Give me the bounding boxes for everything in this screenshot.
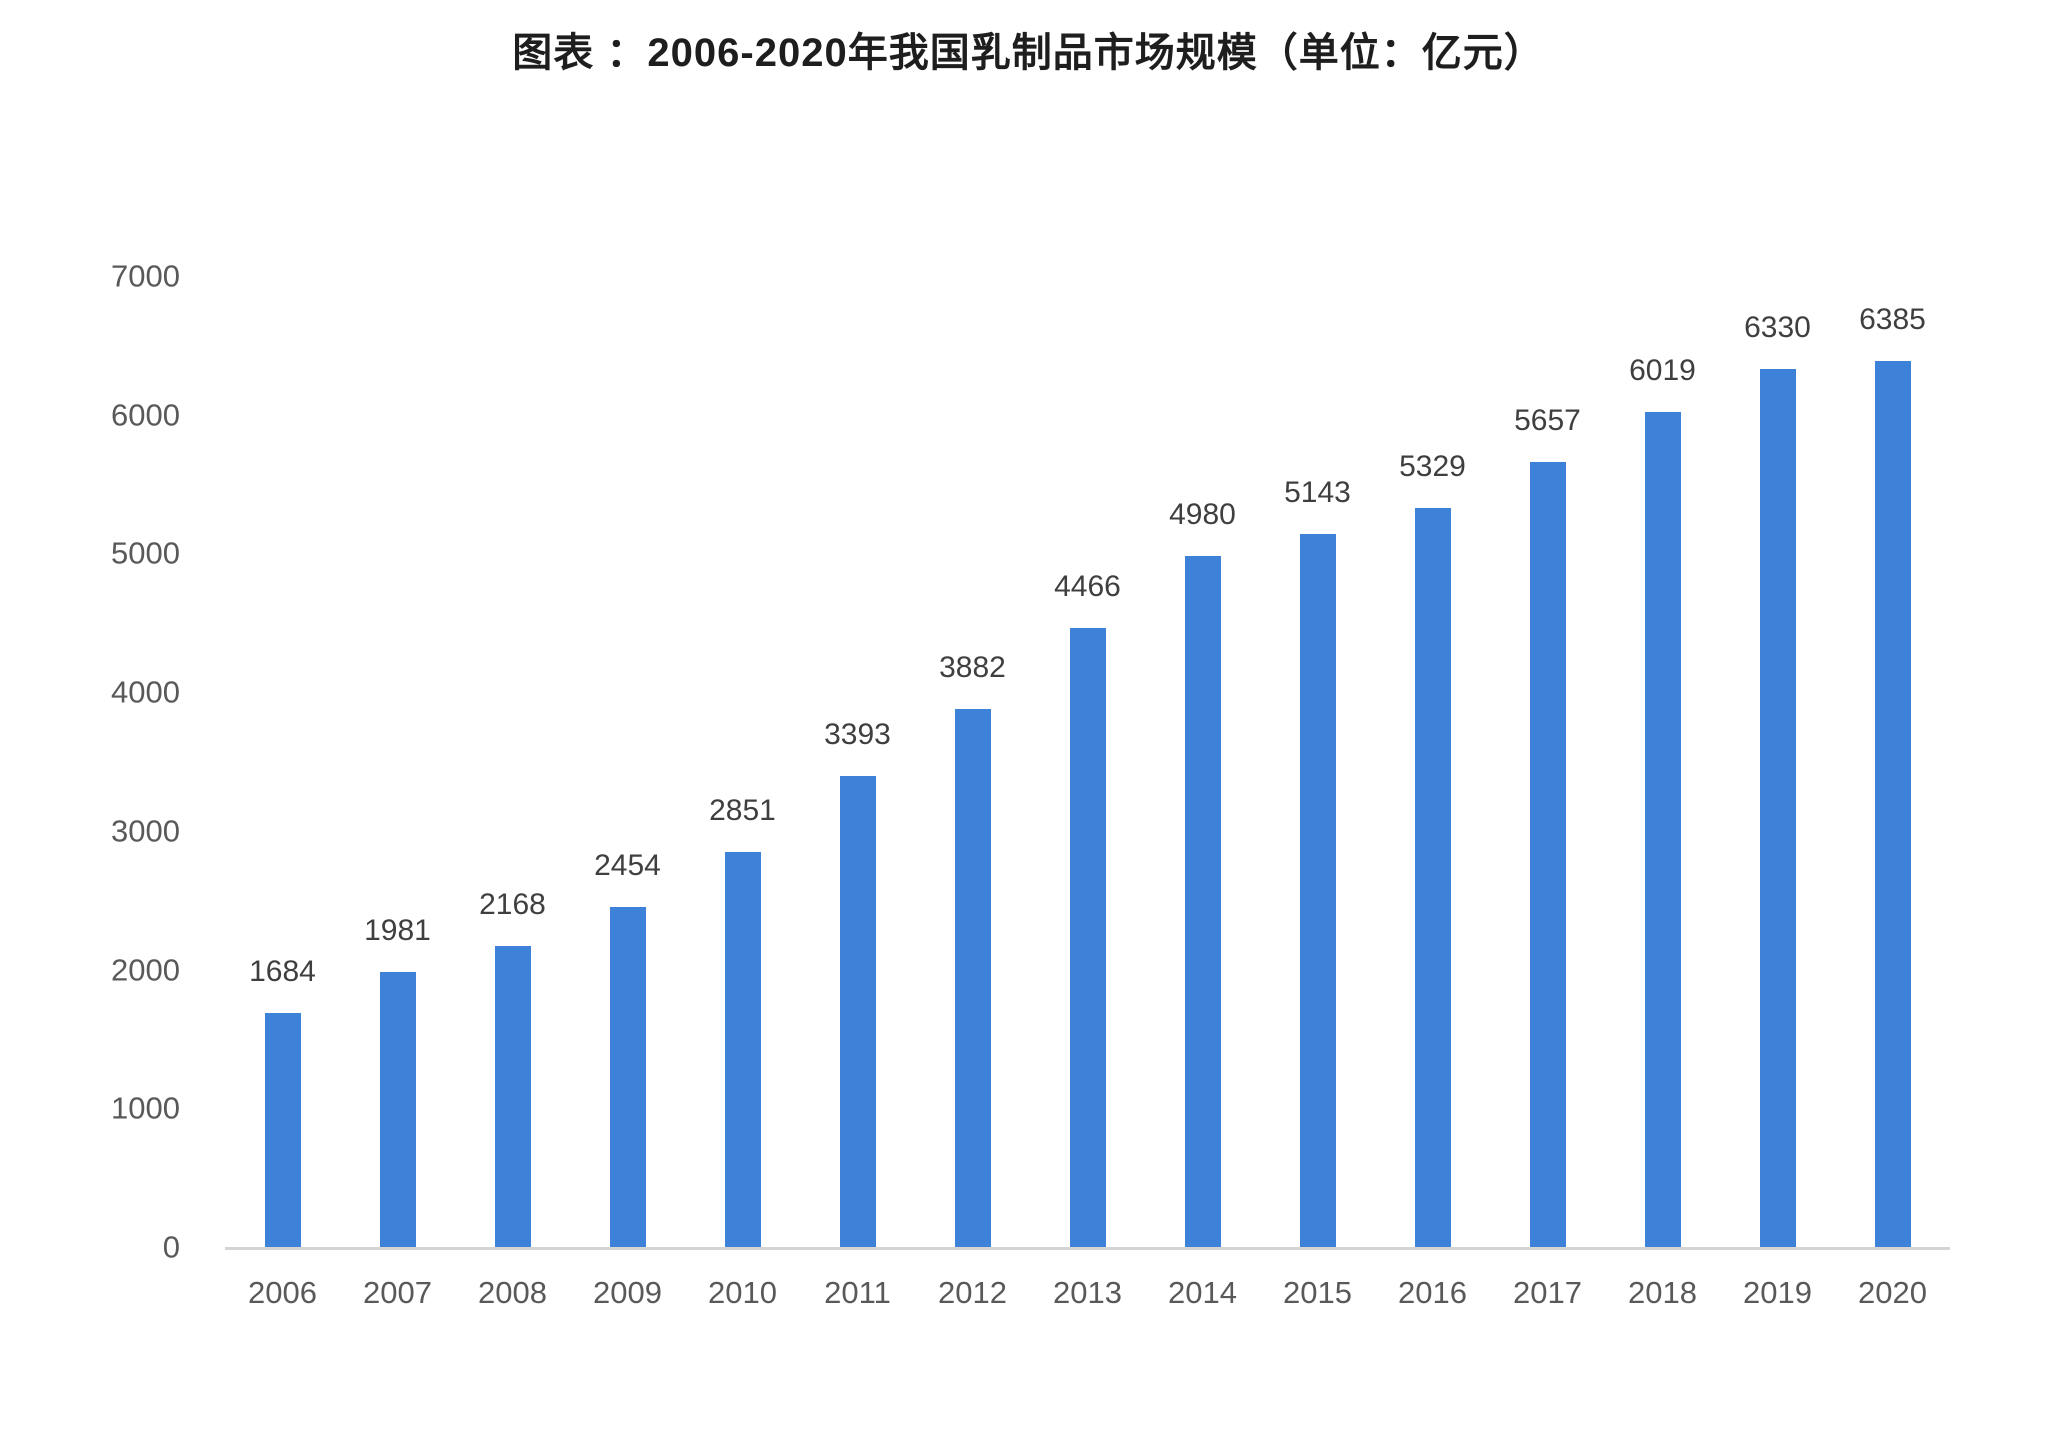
bar-value-label: 3393: [824, 718, 891, 751]
y-axis-tick-label: 4000: [111, 674, 180, 710]
bar-slot: 2454: [570, 276, 685, 1247]
bar-slot: 6019: [1605, 276, 1720, 1247]
x-axis: 2006 2007 2008 2009 2010 2011 2012 2013 …: [225, 1277, 1950, 1308]
bar-2016: [1414, 508, 1451, 1247]
bar-value-label: 4466: [1054, 570, 1121, 603]
bar-value-label: 2168: [479, 888, 546, 921]
bar-slot: 2851: [685, 276, 800, 1247]
bar-value-label: 5143: [1284, 476, 1351, 509]
x-axis-tick-label: 2010: [708, 1275, 777, 1310]
bar-slot: 5329: [1375, 276, 1490, 1247]
x-axis-tick-label: 2017: [1513, 1275, 1582, 1310]
bar-slot: 5657: [1490, 276, 1605, 1247]
bar-2007: [379, 972, 416, 1247]
bar-value-label: 3882: [939, 651, 1006, 684]
bar-value-label: 5329: [1399, 450, 1466, 483]
bar-slot: 1684: [225, 276, 340, 1247]
bar-2013: [1069, 628, 1106, 1247]
y-axis-tick-label: 3000: [111, 813, 180, 849]
x-axis-tick-label: 2009: [593, 1275, 662, 1310]
y-axis-tick-label: 0: [162, 1229, 180, 1265]
bar-slot: 4980: [1145, 276, 1260, 1247]
bar-2011: [839, 776, 876, 1247]
bar-value-label: 2454: [594, 849, 661, 882]
bar-value-label: 6019: [1629, 354, 1696, 387]
bar-slot: 6330: [1720, 276, 1835, 1247]
y-axis-tick-label: 6000: [111, 397, 180, 433]
bar-2018: [1644, 412, 1681, 1247]
bar-slot: 2168: [455, 276, 570, 1247]
x-axis-tick-label: 2013: [1053, 1275, 1122, 1310]
bar-slot: 3882: [915, 276, 1030, 1247]
bar-2017: [1529, 462, 1566, 1247]
bar-value-label: 6330: [1744, 311, 1811, 344]
bar-value-label: 1981: [364, 914, 431, 947]
y-axis-tick-label: 1000: [111, 1090, 180, 1126]
x-axis-tick-label: 2015: [1283, 1275, 1352, 1310]
y-axis-tick-label: 7000: [111, 258, 180, 294]
x-axis-tick-label: 2020: [1858, 1275, 1927, 1310]
bar-value-label: 5657: [1514, 404, 1581, 437]
x-axis-tick-label: 2011: [824, 1275, 891, 1310]
bar-2006: [264, 1013, 301, 1247]
y-axis: 0 1000 2000 3000 4000 5000 6000 7000: [50, 261, 180, 1263]
bar-slot: 1981: [340, 276, 455, 1247]
bar-slot: 6385: [1835, 276, 1950, 1247]
bar-value-label: 1684: [249, 955, 316, 988]
bar-2008: [494, 946, 531, 1247]
x-axis-tick-label: 2007: [363, 1275, 432, 1310]
x-axis-tick-label: 2006: [248, 1275, 317, 1310]
plot-area: 0 1000 2000 3000 4000 5000 6000 7000 168…: [111, 261, 1950, 1308]
bar-slot: 4466: [1030, 276, 1145, 1247]
bar-series: 1684 1981 2168 2454 2851 3393 3882 4466 …: [225, 276, 1950, 1247]
x-axis-tick-label: 2018: [1628, 1275, 1697, 1310]
bar-value-label: 6385: [1859, 303, 1926, 336]
bar-2014: [1184, 556, 1221, 1247]
bar-value-label: 2851: [709, 794, 776, 827]
bar-2019: [1759, 369, 1796, 1247]
x-axis-tick-label: 2008: [478, 1275, 547, 1310]
x-axis-tick-label: 2016: [1398, 1275, 1467, 1310]
bar-2020: [1874, 361, 1911, 1247]
x-axis-tick-label: 2019: [1743, 1275, 1812, 1310]
x-axis-tick-label: 2012: [938, 1275, 1007, 1310]
bar-2012: [954, 709, 991, 1247]
x-axis-tick-label: 2014: [1168, 1275, 1237, 1310]
bar-slot: 5143: [1260, 276, 1375, 1247]
bar-2015: [1299, 534, 1336, 1247]
bar-value-label: 4980: [1169, 498, 1236, 531]
bar-slot: 3393: [800, 276, 915, 1247]
y-axis-tick-label: 5000: [111, 535, 180, 571]
chart-title: 图表 ：2006-2020年我国乳制品市场规模（单位：亿元）: [512, 31, 1545, 75]
bar-2010: [724, 852, 761, 1247]
y-axis-tick-label: 2000: [111, 952, 180, 988]
bar-2009: [609, 907, 646, 1247]
